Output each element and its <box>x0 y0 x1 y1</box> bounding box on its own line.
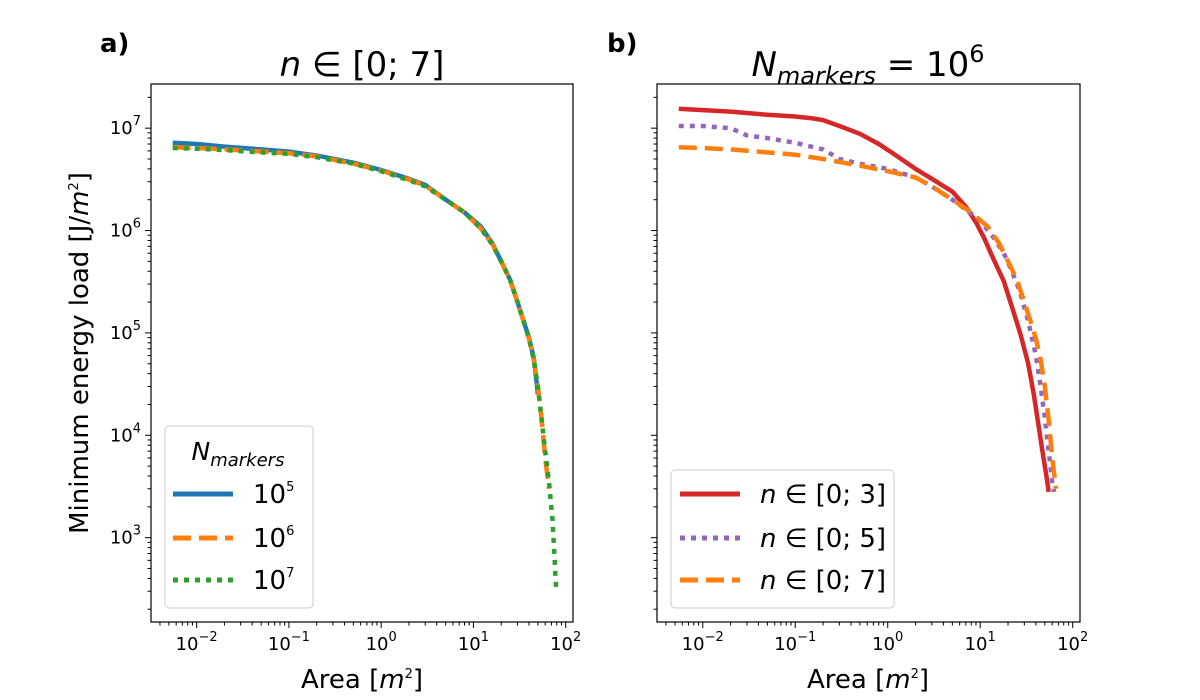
legend-label-n3: n ∈ [0; 3] <box>760 480 886 510</box>
panel-b-xlabel: Area [m2] <box>807 665 929 695</box>
panel-a-ticks: 10−2 10−1 100 101 102 103 104 105 106 107 <box>110 96 581 655</box>
series-line-b-3 <box>678 145 1059 490</box>
series-line-a-1 <box>172 140 541 395</box>
x-tick-label: 101 <box>458 630 489 655</box>
x-tick-label: 100 <box>872 630 903 655</box>
x-tick-label: 102 <box>550 630 581 655</box>
legend-label-n7: n ∈ [0; 7] <box>760 566 886 596</box>
panel-a-plot-frame <box>150 83 574 623</box>
panel-label-a: a) <box>100 29 129 59</box>
panel-a-legend-title: Nmarkers <box>192 437 285 471</box>
legend-label-1e6: 106 <box>253 524 294 554</box>
panel-a-ylabel: Minimum energy load [J/m2] <box>65 172 95 534</box>
panel-a-xlabel: Area [m2] <box>301 665 423 695</box>
panel-a-legend: Nmarkers 105 106 107 <box>164 425 314 609</box>
series-line-b-1 <box>678 106 1051 493</box>
x-tick-label: 101 <box>965 630 996 655</box>
panel-a: a) n ∈ [0; 7] 10−2 10−1 100 101 102 103 104 105… <box>65 29 581 695</box>
legend-label-1e5: 105 <box>253 480 294 510</box>
panel-b-title: Nmarkers = 106 <box>751 40 984 90</box>
y-tick-label: 103 <box>110 524 141 549</box>
panel-a-title: n ∈ [0; 7] <box>280 45 445 85</box>
legend-label-n5: n ∈ [0; 5] <box>760 524 886 554</box>
x-tick-label: 10−2 <box>176 630 218 655</box>
x-tick-label: 10−1 <box>774 630 816 655</box>
x-tick-label: 10−1 <box>268 630 310 655</box>
y-tick-label: 104 <box>110 421 141 446</box>
series-line-b-2 <box>678 123 1057 493</box>
y-tick-label: 105 <box>110 319 141 344</box>
y-tick-label: 106 <box>110 217 141 242</box>
x-tick-label: 100 <box>366 630 397 655</box>
panel-b-series <box>678 106 1059 493</box>
x-tick-label: 102 <box>1057 630 1088 655</box>
panel-label-b: b) <box>607 29 638 59</box>
panel-b-legend-box <box>670 469 895 609</box>
panel-b: b) Nmarkers = 106 10−2 10−1 100 101 102 Area… <box>607 29 1088 695</box>
x-tick-label: 10−2 <box>682 630 724 655</box>
panel-b-legend: n ∈ [0; 3] n ∈ [0; 5] n ∈ [0; 7] <box>670 469 895 609</box>
series-line-a-3 <box>172 145 559 592</box>
panel-b-plot-frame <box>656 83 1081 623</box>
panel-a-legend-box <box>164 425 314 609</box>
legend-label-1e7: 107 <box>253 566 294 596</box>
panel-b-ticks: 10−2 10−1 100 101 102 <box>651 96 1088 655</box>
y-tick-label: 107 <box>110 114 141 139</box>
panel-a-series <box>172 140 559 592</box>
